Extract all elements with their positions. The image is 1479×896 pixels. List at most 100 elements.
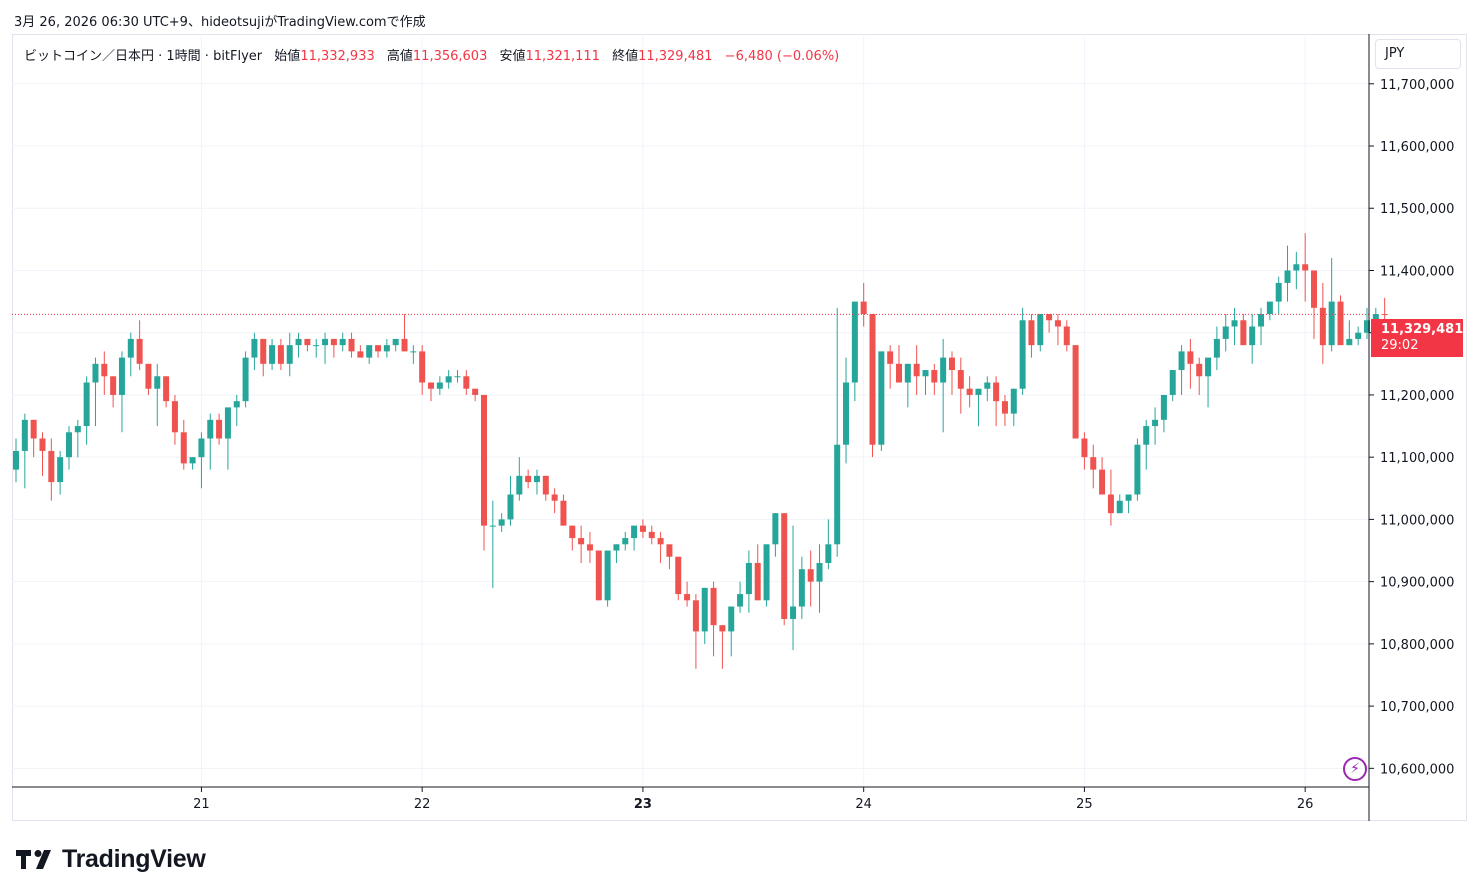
candle-body [1143, 426, 1150, 445]
y-tick-label: 11,100,000 [1380, 451, 1454, 466]
candle [825, 519, 832, 570]
candle [613, 544, 620, 563]
candle [1178, 345, 1185, 395]
candle-body [1001, 401, 1008, 414]
candle [163, 376, 170, 408]
candle [1046, 314, 1053, 333]
x-tick-label: 25 [1076, 797, 1093, 812]
close-value: 11,329,481 [638, 49, 713, 64]
candle [551, 488, 558, 514]
candle [578, 525, 585, 563]
candle-body [1107, 494, 1114, 514]
candle [224, 407, 231, 470]
candle [30, 419, 37, 458]
candle-body [569, 525, 576, 539]
candle-body [322, 338, 329, 346]
candle [754, 544, 761, 601]
tradingview-logo[interactable]: TradingView [16, 842, 206, 876]
lightning-icon[interactable]: ⚡ [1343, 757, 1367, 781]
candle [92, 357, 99, 427]
candle-body [375, 345, 382, 352]
candle-body [684, 594, 691, 601]
x-tick-label: 23 [634, 797, 652, 812]
candle [772, 513, 779, 557]
candle [586, 531, 593, 563]
candle [1205, 357, 1212, 408]
candle-body [295, 338, 302, 346]
candle-body [1328, 301, 1335, 346]
candle [1169, 370, 1176, 402]
candle [860, 282, 867, 327]
candle-body [127, 338, 134, 358]
candle-body [1231, 320, 1238, 327]
candle [542, 475, 549, 501]
candle [1152, 407, 1159, 445]
candle-body [410, 351, 417, 353]
candle [728, 606, 735, 657]
candle-body [242, 357, 249, 402]
candle-body [737, 594, 744, 607]
last-price-value: 11,329,481 [1381, 322, 1464, 337]
candle [639, 519, 646, 539]
candle [533, 469, 540, 495]
candle [701, 587, 708, 644]
candle-body [65, 432, 72, 458]
symbol-title: ビットコイン／日本円 · 1時間 · bitFlyer [24, 49, 263, 64]
candle-body [83, 382, 90, 427]
candle-body [1046, 314, 1053, 321]
candle [516, 457, 523, 501]
last-price-tag: 11,329,481 29:02 [1371, 319, 1463, 357]
candle [1346, 320, 1353, 346]
candle-body [277, 345, 284, 364]
candle [410, 345, 417, 364]
snapshot-header: 3月 26, 2026 06:30 UTC+9、hideotsujiがTradi… [14, 15, 426, 30]
candle-body [1293, 264, 1300, 271]
candle [383, 338, 390, 358]
candle-body [1160, 394, 1167, 420]
candle-body [1266, 301, 1273, 315]
candle-body [772, 513, 779, 545]
candle [207, 413, 214, 470]
candle [498, 513, 505, 532]
y-tick-label: 10,700,000 [1380, 700, 1454, 715]
candle [763, 544, 770, 607]
y-tick-label: 10,600,000 [1380, 762, 1454, 777]
candle-body [286, 345, 293, 364]
candle-body [507, 494, 514, 520]
candle-body [30, 419, 37, 439]
candle-body [1178, 351, 1185, 371]
candle [357, 345, 364, 358]
candle [260, 338, 267, 377]
candle [719, 625, 726, 669]
candle [269, 338, 276, 371]
candle [525, 469, 532, 489]
candle-body [940, 357, 947, 383]
candle [392, 338, 399, 352]
candle-body [816, 562, 823, 582]
candle-body [781, 513, 788, 619]
candle [622, 531, 629, 551]
candle [21, 413, 28, 489]
y-tick-label: 11,500,000 [1380, 202, 1454, 217]
candle [127, 332, 134, 377]
candle-body [313, 345, 320, 347]
candle-body [578, 538, 585, 545]
candle-body [472, 388, 479, 395]
candle [233, 394, 240, 427]
candle-body [966, 388, 973, 395]
candle [675, 556, 682, 601]
candle-body [21, 419, 28, 451]
candle [1293, 251, 1300, 290]
candle-body [728, 606, 735, 632]
y-tick-label: 11,700,000 [1380, 78, 1454, 93]
candle [922, 370, 929, 395]
currency-button[interactable]: JPY [1375, 39, 1461, 69]
candle-body [233, 401, 240, 408]
candle [366, 345, 373, 364]
candle-body [807, 569, 814, 582]
candle [57, 450, 64, 495]
candle [198, 432, 205, 489]
candle-body [348, 338, 355, 352]
candle [966, 376, 973, 408]
